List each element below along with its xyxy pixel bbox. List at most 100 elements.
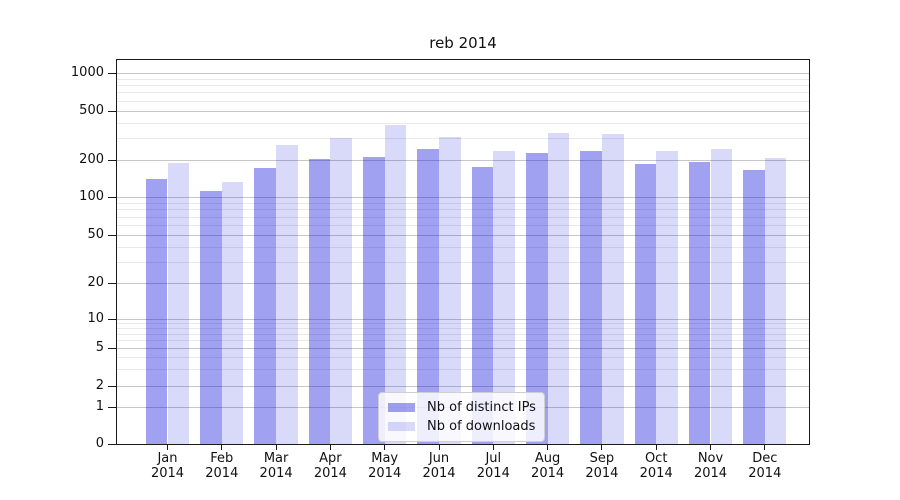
grid-major-line (117, 318, 809, 320)
y-tick-label: 2 (95, 378, 104, 393)
chart-title: reb 2014 (429, 34, 497, 52)
x-tick-label-month: Aug (534, 451, 561, 466)
x-tick-label-year: 2014 (748, 466, 782, 481)
grid-minor-line (117, 100, 809, 102)
x-tick-label-month: May (371, 451, 399, 466)
x-tick-mark (601, 445, 603, 450)
bar-distinct-ips-dec (743, 170, 765, 444)
grid-major-line (117, 235, 809, 236)
grid-minor-line (117, 357, 809, 359)
y-tick-label: 200 (79, 152, 104, 167)
y-tick-mark (108, 444, 116, 445)
bar-distinct-ips-aug (525, 153, 548, 444)
y-tick-mark (108, 386, 116, 387)
y-tick-label: 20 (87, 275, 104, 291)
bar-downloads-sep (601, 133, 624, 444)
y-tick-mark (108, 110, 116, 112)
x-tick-label-year: 2014 (639, 466, 673, 481)
grid-major-line (117, 386, 809, 387)
bar-distinct-ips-jan (145, 179, 168, 444)
grid-minor-line (117, 323, 809, 325)
x-tick-label-year: 2014 (531, 466, 565, 481)
y-tick-mark (108, 406, 116, 408)
x-tick-mark (167, 445, 168, 450)
bar-downloads-nov (710, 148, 733, 444)
grid-minor-line (117, 340, 809, 342)
plot-area (116, 59, 810, 445)
y-tick-label: 100 (79, 189, 104, 205)
grid-minor-line (117, 225, 809, 227)
x-tick-label-month: Mar (263, 451, 289, 466)
bar-distinct-ips-nov (688, 161, 711, 444)
bar-downloads-mar (276, 144, 298, 444)
grid-major-line (117, 73, 809, 75)
bar-downloads-feb (221, 182, 244, 444)
grid-minor-line (117, 328, 809, 330)
y-tick-mark (108, 197, 116, 199)
bar-downloads-jan (167, 162, 190, 444)
x-tick-mark (329, 445, 331, 450)
y-tick-mark (108, 235, 116, 236)
x-tick-label: Apr 2014 (298, 451, 362, 481)
x-tick-mark (275, 445, 277, 450)
bar-downloads-jun (439, 137, 461, 444)
x-tick-mark (655, 445, 657, 450)
x-tick-label: Jul 2014 (461, 451, 525, 481)
y-tick-label: 500 (79, 102, 104, 118)
x-tick-label-month: Jul (485, 451, 502, 466)
y-tick-label: 1000 (70, 65, 104, 81)
x-tick-label: Nov 2014 (679, 451, 743, 481)
x-tick-label: Sep 2014 (570, 451, 634, 481)
x-tick-label-month: Jan (157, 451, 178, 466)
y-tick-mark (108, 73, 116, 75)
grid-major-line (117, 283, 809, 285)
grid-minor-line (117, 122, 809, 124)
bar-distinct-ips-apr (308, 159, 331, 444)
bar-distinct-ips-mar (254, 168, 277, 444)
bar-downloads-oct (656, 150, 678, 444)
x-tick-label: Mar 2014 (244, 451, 308, 481)
bar-distinct-ips-may (363, 156, 385, 444)
legend-row-downloads: Nb of downloads (388, 417, 535, 436)
bar-distinct-ips-sep (580, 150, 602, 444)
x-tick-label-month: Oct (644, 451, 668, 466)
grid-minor-line (117, 369, 809, 371)
grid-major-line (117, 160, 809, 161)
x-tick-label-year: 2014 (422, 466, 456, 481)
bar-downloads-jul (493, 150, 515, 444)
y-tick-mark (108, 348, 116, 350)
y-tick-label: 1 (95, 398, 104, 414)
grid-minor-line (117, 92, 809, 94)
grid-minor-line (117, 138, 809, 140)
x-tick-mark (221, 445, 223, 450)
x-tick-label-month: Jun (428, 451, 450, 466)
x-tick-mark (492, 445, 494, 450)
grid-minor-line (117, 333, 809, 335)
x-tick-label-year: 2014 (368, 466, 402, 481)
grid-minor-line (117, 209, 809, 211)
x-tick-label: Oct 2014 (624, 451, 688, 481)
grid-major-line (117, 348, 809, 350)
x-tick-label-year: 2014 (313, 466, 347, 481)
x-tick-mark (764, 445, 766, 450)
x-tick-mark (384, 445, 386, 450)
x-tick-label: Aug 2014 (516, 451, 580, 481)
grid-major-line (117, 110, 809, 112)
grid-major-line (117, 197, 809, 199)
grid-minor-line (117, 261, 809, 263)
x-tick-label: Jun 2014 (407, 451, 471, 481)
x-tick-label: Dec 2014 (733, 451, 797, 481)
grid-minor-line (117, 246, 809, 248)
y-tick-label: 50 (87, 227, 104, 242)
x-tick-label-month: Nov (697, 451, 724, 466)
x-tick-label-month: Apr (319, 451, 342, 466)
legend: Nb of distinct IPs Nb of downloads (378, 392, 545, 442)
legend-label-distinct-ips: Nb of distinct IPs (427, 400, 536, 415)
grid-minor-line (117, 85, 809, 87)
legend-swatch-downloads (388, 422, 415, 431)
bar-downloads-may (384, 125, 407, 444)
x-tick-label-year: 2014 (259, 466, 293, 481)
legend-row-ips: Nb of distinct IPs (388, 398, 536, 417)
bar-downloads-dec (764, 158, 787, 444)
